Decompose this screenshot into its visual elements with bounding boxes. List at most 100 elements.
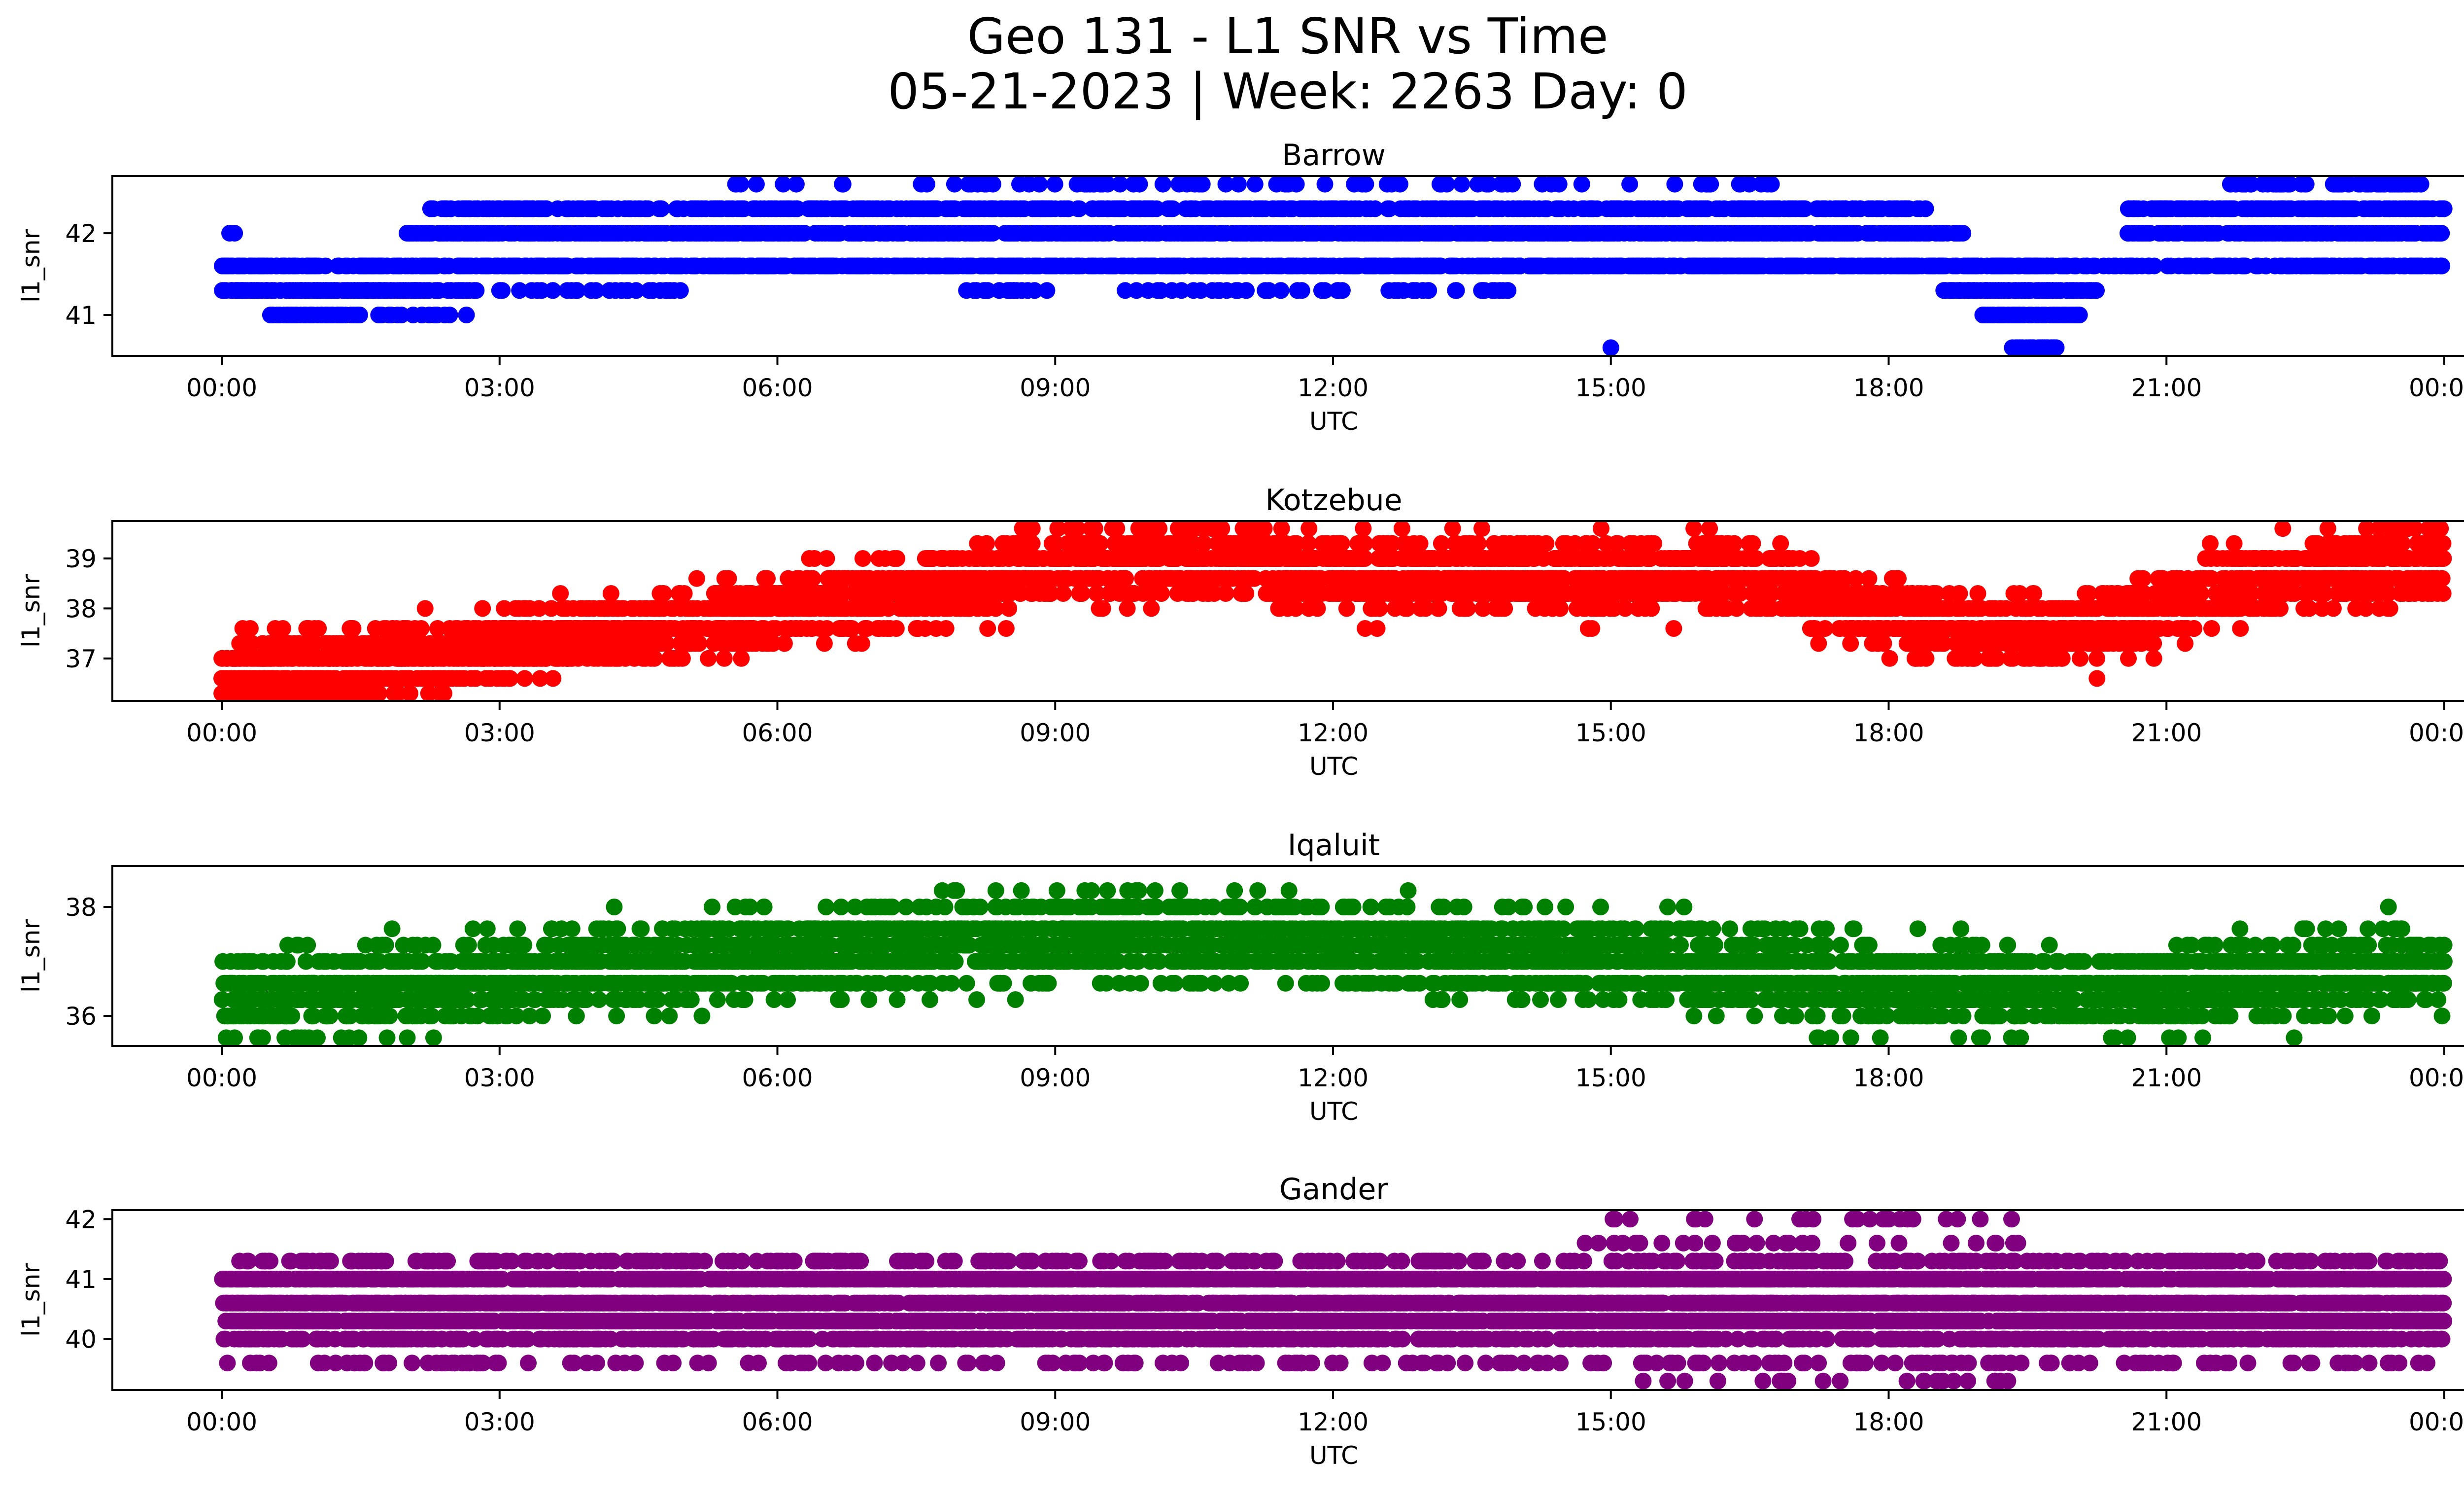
data-point: [538, 200, 555, 217]
data-point: [1951, 225, 1968, 242]
data-point: [2365, 200, 2382, 217]
data-point: [411, 257, 429, 275]
data-point: [522, 200, 540, 217]
data-point: [2141, 225, 2158, 242]
data-point: [299, 282, 316, 299]
data-point: [714, 200, 730, 217]
y-axis-label: l1_snr: [17, 229, 45, 303]
data-point: [2300, 200, 2317, 217]
data-point: [617, 225, 635, 242]
data-point: [437, 200, 454, 217]
data-point: [1344, 257, 1361, 275]
data-point: [804, 257, 821, 275]
data-point: [540, 257, 557, 275]
data-point: [1338, 600, 1355, 617]
data-point: [1666, 175, 1683, 193]
data-point: [1111, 175, 1129, 193]
data-point: [2353, 257, 2369, 275]
data-point: [1611, 257, 1629, 275]
data-point: [227, 282, 244, 299]
data-point: [484, 200, 502, 217]
data-point: [1383, 175, 1400, 193]
data-point: [1965, 257, 1983, 275]
data-point: [1154, 175, 1171, 193]
data-point: [674, 225, 691, 242]
data-point: [1480, 200, 1498, 217]
data-point: [1194, 175, 1211, 193]
data-point: [1949, 257, 1966, 275]
data-point: [1632, 225, 1649, 242]
x-tick-label: 21:00: [2131, 374, 2202, 402]
y-tick-label: 41: [65, 301, 97, 330]
data-point: [2395, 257, 2412, 275]
data-point: [1149, 282, 1166, 299]
data-point: [1014, 225, 1031, 242]
data-point: [1262, 225, 1279, 242]
data-point: [587, 282, 605, 299]
data-point: [1086, 175, 1103, 193]
data-point: [1451, 200, 1469, 217]
data-point: [787, 175, 805, 193]
data-point: [2216, 257, 2233, 275]
data-point: [430, 225, 447, 242]
data-point: [1196, 200, 1213, 217]
subplot-title: Kotzebue: [1265, 483, 1402, 518]
x-tick-label: 06:00: [742, 374, 813, 402]
data-point: [492, 282, 509, 299]
data-point: [2118, 257, 2135, 275]
data-point: [854, 257, 871, 275]
data-point: [1605, 225, 1622, 242]
data-point: [980, 225, 997, 242]
data-point: [1431, 225, 1448, 242]
data-point: [322, 282, 340, 299]
data-point: [1661, 257, 1678, 275]
data-point: [2372, 257, 2389, 275]
data-point: [975, 200, 992, 217]
data-point: [1230, 175, 1247, 193]
data-point: [640, 225, 657, 242]
data-point: [750, 257, 767, 275]
data-point: [911, 200, 928, 217]
data-point: [337, 257, 354, 275]
data-point: [516, 670, 533, 687]
data-point: [437, 257, 454, 275]
data-point: [689, 200, 707, 217]
data-point: [2195, 257, 2212, 275]
data-point: [1857, 257, 1874, 275]
data-point: [1756, 225, 1773, 242]
data-point: [259, 257, 276, 275]
data-point: [1500, 282, 1517, 299]
data-point: [1357, 200, 1374, 217]
data-point: [2410, 257, 2427, 275]
data-point: [2308, 257, 2326, 275]
data-point: [1321, 257, 1338, 275]
data-point: [1414, 282, 1432, 299]
data-point: [1621, 175, 1639, 193]
data-point: [1124, 257, 1141, 275]
data-point: [2275, 200, 2292, 217]
data-point: [2243, 175, 2260, 193]
data-point: [1560, 200, 1577, 217]
data-point: [1123, 200, 1140, 217]
data-point: [1557, 257, 1574, 275]
data-point: [914, 225, 931, 242]
data-point: [1278, 225, 1295, 242]
data-point: [452, 257, 469, 275]
data-point: [984, 175, 1001, 193]
data-point: [458, 307, 475, 323]
data-point: [1916, 200, 1934, 217]
data-point: [475, 225, 492, 242]
data-point: [1062, 225, 1079, 242]
data-point: [1521, 200, 1538, 217]
data-point: [2336, 200, 2353, 217]
data-point: [1474, 282, 1492, 299]
data-point: [746, 200, 763, 217]
data-point: [1979, 282, 1995, 299]
data-point: [364, 257, 381, 275]
data-point: [1537, 200, 1554, 217]
data-point: [1005, 282, 1023, 299]
data-point: [568, 282, 585, 299]
data-point: [981, 257, 997, 275]
data-point: [1131, 175, 1148, 193]
data-point: [1040, 200, 1057, 217]
